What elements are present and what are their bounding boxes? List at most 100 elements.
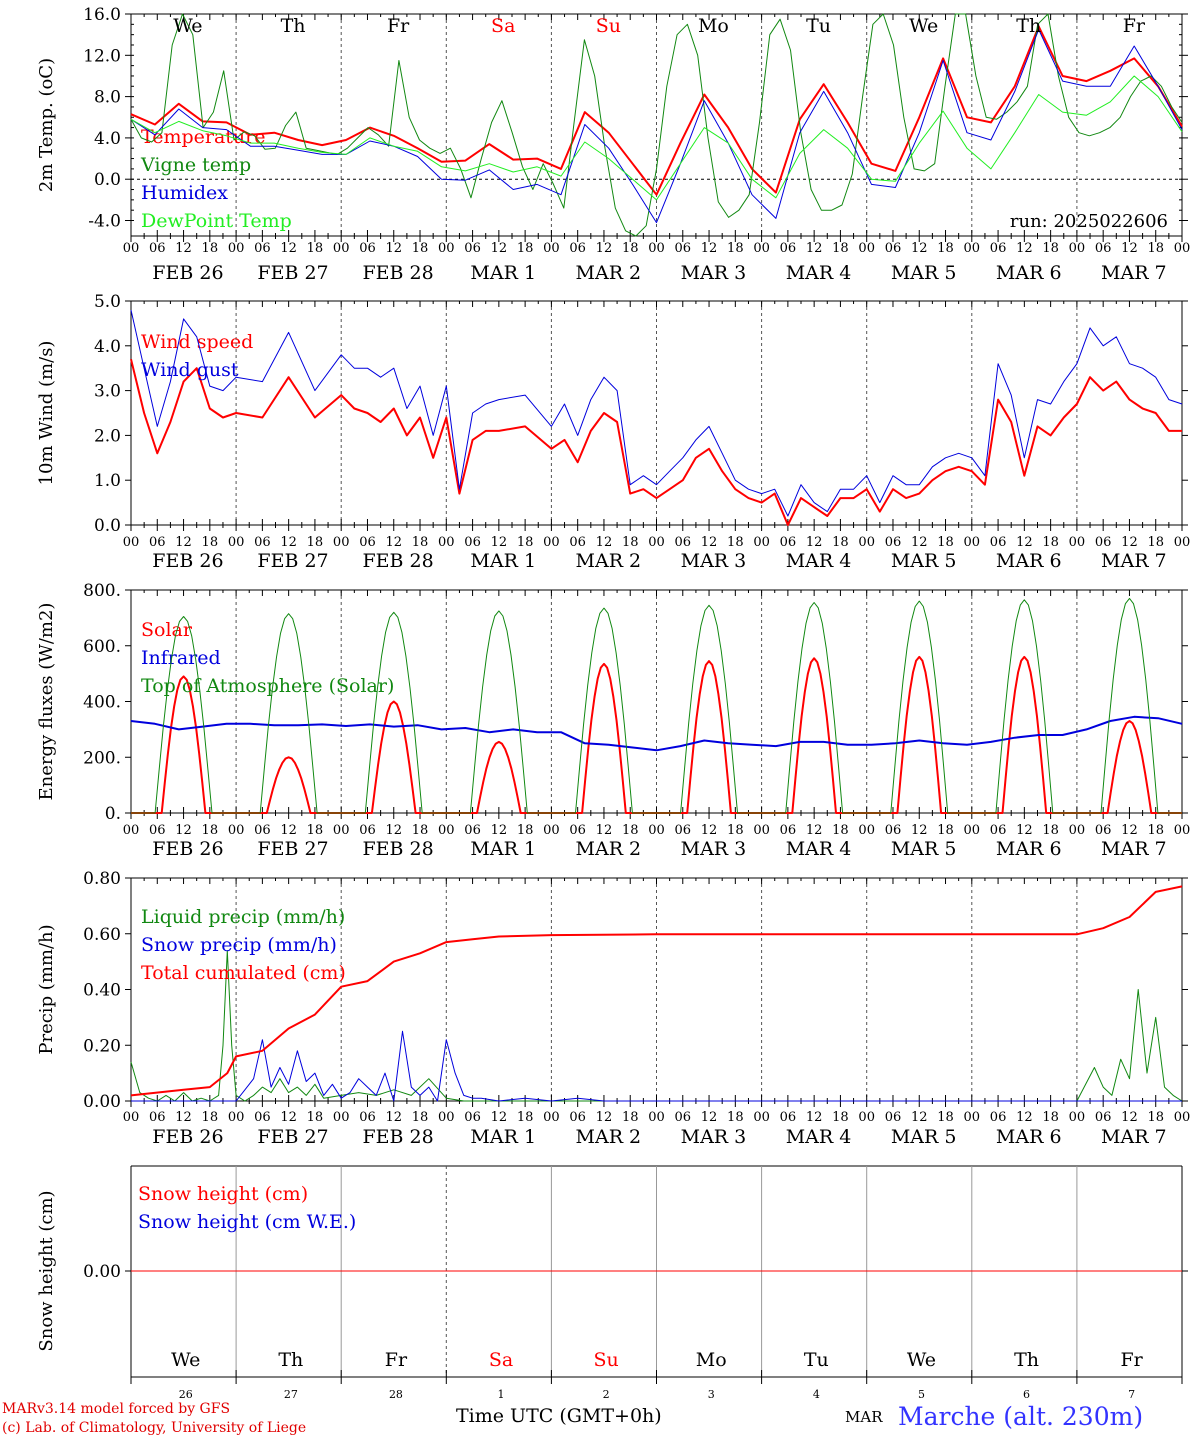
x-hour-label: 12 bbox=[596, 1110, 613, 1125]
x-date-label: MAR 5 bbox=[891, 262, 957, 284]
x-hour-label: 00 bbox=[1069, 535, 1086, 550]
x-hour-label: 18 bbox=[832, 241, 849, 256]
x-date-label: FEB 28 bbox=[363, 262, 434, 284]
x-hour-label: 00 bbox=[648, 535, 665, 550]
legend-entry: Snow precip (mm/h) bbox=[141, 934, 337, 956]
x-hour-label: 12 bbox=[491, 535, 508, 550]
bottom-weekday-label: Fr bbox=[385, 1349, 408, 1371]
x-hour-label: 00 bbox=[438, 1110, 455, 1125]
x-hour-label: 12 bbox=[491, 241, 508, 256]
x-hour-label: 12 bbox=[1016, 535, 1033, 550]
x-hour-label: 18 bbox=[202, 823, 219, 838]
series-line-temperature bbox=[130, 25, 1183, 196]
x-date-label: MAR 7 bbox=[1101, 1126, 1167, 1148]
x-hour-label: 06 bbox=[1095, 241, 1112, 256]
plot-frame bbox=[130, 589, 1183, 814]
legend-entry: Top of Atmosphere (Solar) bbox=[141, 675, 394, 697]
x-hour-label: 00 bbox=[648, 823, 665, 838]
x-hour-label: 00 bbox=[123, 1110, 140, 1125]
x-hour-label: 18 bbox=[202, 1110, 219, 1125]
legend-entry: Liquid precip (mm/h) bbox=[141, 906, 345, 928]
bottom-weekday-label: We bbox=[171, 1349, 200, 1371]
x-date-label: MAR 4 bbox=[786, 1126, 852, 1148]
x-hour-label: 00 bbox=[228, 535, 245, 550]
x-hour-label: 00 bbox=[123, 823, 140, 838]
legend-entry: Solar bbox=[141, 619, 193, 641]
x-hour-label: 18 bbox=[727, 241, 744, 256]
x-hour-label: 00 bbox=[964, 535, 981, 550]
x-hour-label: 12 bbox=[1121, 823, 1138, 838]
x-hour-label: 06 bbox=[254, 823, 271, 838]
y-tick-label: 5.0 bbox=[94, 292, 121, 312]
x-date-label: FEB 27 bbox=[257, 550, 328, 572]
x-hour-label: 06 bbox=[885, 1110, 902, 1125]
y-tick-label: 0.0 bbox=[94, 516, 121, 536]
x-hour-label: 12 bbox=[175, 1110, 192, 1125]
y-tick-label: 0. bbox=[105, 804, 121, 824]
legend-entry: Vigne temp bbox=[140, 154, 251, 176]
x-hour-label: 06 bbox=[359, 1110, 376, 1125]
x-hour-label: 12 bbox=[1016, 241, 1033, 256]
x-hour-label: 00 bbox=[1174, 1110, 1191, 1125]
x-hour-label: 00 bbox=[648, 241, 665, 256]
x-hour-label: 06 bbox=[149, 535, 166, 550]
x-hour-label: 12 bbox=[175, 241, 192, 256]
x-hour-label: 00 bbox=[1069, 241, 1086, 256]
x-hour-label: 12 bbox=[385, 1110, 402, 1125]
x-hour-label: 18 bbox=[517, 1110, 534, 1125]
panel-4: 0.00 0.20 0.40 0.60 0.80 Precip (mm/h) 00 06 12 1… bbox=[36, 869, 1190, 1148]
x-hour-label: 06 bbox=[569, 823, 586, 838]
x-hour-label: 18 bbox=[937, 535, 954, 550]
weekday-label: We bbox=[173, 15, 202, 37]
x-hour-label: 00 bbox=[438, 535, 455, 550]
x-hour-label: 00 bbox=[753, 241, 770, 256]
x-hour-label: 00 bbox=[753, 1110, 770, 1125]
x-hour-label: 06 bbox=[149, 241, 166, 256]
x-hour-label: 12 bbox=[701, 823, 718, 838]
x-hour-label: 12 bbox=[806, 823, 823, 838]
y-tick-label: 4.0 bbox=[94, 337, 121, 357]
x-hour-label: 18 bbox=[517, 823, 534, 838]
x-hour-label: 00 bbox=[1069, 823, 1086, 838]
weekday-label: Fr bbox=[1123, 15, 1146, 37]
x-hour-label: 06 bbox=[1095, 823, 1112, 838]
weekday-label: Tu bbox=[806, 15, 831, 37]
x-hour-label: 18 bbox=[727, 1110, 744, 1125]
x-hour-label: 18 bbox=[1042, 823, 1059, 838]
y-tick-label: 600. bbox=[83, 637, 121, 657]
x-hour-label: 12 bbox=[911, 535, 928, 550]
x-hour-label: 06 bbox=[464, 535, 481, 550]
weekday-label: Fr bbox=[387, 15, 410, 37]
legend-entry: Humidex bbox=[141, 182, 228, 204]
x-hour-label: 18 bbox=[937, 823, 954, 838]
run-label: run: 2025022606 bbox=[1010, 211, 1168, 232]
x-hour-label: 18 bbox=[832, 1110, 849, 1125]
x-hour-label: 18 bbox=[1147, 1110, 1164, 1125]
y-tick-label: 16.0 bbox=[83, 5, 121, 25]
x-date-label: MAR 2 bbox=[576, 262, 642, 284]
x-hour-label: 18 bbox=[727, 823, 744, 838]
bottom-day-number: 5 bbox=[918, 1388, 925, 1401]
legend-entry: Wind speed bbox=[141, 331, 253, 353]
x-hour-label: 18 bbox=[1147, 823, 1164, 838]
x-hour-label: 00 bbox=[228, 823, 245, 838]
x-hour-label: 12 bbox=[491, 823, 508, 838]
x-date-label: MAR 3 bbox=[681, 550, 747, 572]
x-hour-label: 18 bbox=[412, 535, 429, 550]
y-tick-label: 0.40 bbox=[83, 981, 121, 1001]
x-date-label: MAR 1 bbox=[470, 262, 536, 284]
x-hour-label: 00 bbox=[1069, 1110, 1086, 1125]
x-hour-label: 00 bbox=[964, 823, 981, 838]
x-date-label: MAR 5 bbox=[891, 838, 957, 860]
x-hour-label: 06 bbox=[1095, 535, 1112, 550]
y-tick-label: 0.00 bbox=[83, 1092, 121, 1112]
x-hour-label: 06 bbox=[569, 241, 586, 256]
legend-entry: Infrared bbox=[141, 647, 221, 669]
month-label: MAR bbox=[845, 1408, 883, 1426]
x-date-label: FEB 26 bbox=[152, 1126, 223, 1148]
x-hour-label: 12 bbox=[806, 241, 823, 256]
legend-entry: Total cumulated (cm) bbox=[141, 962, 346, 984]
series-line-humidex bbox=[130, 29, 1183, 224]
x-hour-label: 00 bbox=[964, 1110, 981, 1125]
x-hour-label: 06 bbox=[254, 241, 271, 256]
